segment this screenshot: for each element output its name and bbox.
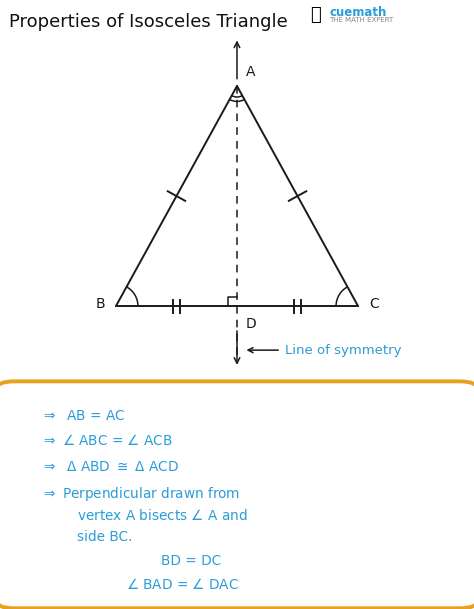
Text: 🚀: 🚀: [310, 6, 320, 24]
Text: $\Rightarrow$  AB = AC: $\Rightarrow$ AB = AC: [41, 409, 125, 423]
Text: THE MATH EXPERT: THE MATH EXPERT: [329, 17, 394, 23]
Text: $\angle$ BAD = $\angle$ DAC: $\angle$ BAD = $\angle$ DAC: [126, 577, 238, 591]
Text: BD = DC: BD = DC: [161, 554, 221, 568]
Text: side BC.: side BC.: [77, 530, 132, 544]
Text: vertex A bisects $\angle$ A and: vertex A bisects $\angle$ A and: [77, 509, 247, 523]
Text: cuemath: cuemath: [329, 6, 387, 19]
Text: Properties of Isosceles Triangle: Properties of Isosceles Triangle: [9, 13, 288, 32]
Text: $\Rightarrow$ Perpendicular drawn from: $\Rightarrow$ Perpendicular drawn from: [41, 485, 240, 503]
Text: B: B: [95, 297, 105, 311]
Text: D: D: [246, 317, 256, 331]
Text: Line of symmetry: Line of symmetry: [285, 343, 402, 357]
Text: C: C: [369, 297, 379, 311]
Text: $\Rightarrow$  $\Delta$ ABD $\cong$ $\Delta$ ACD: $\Rightarrow$ $\Delta$ ABD $\cong$ $\Del…: [41, 460, 179, 474]
Text: $\Rightarrow$ $\angle$ ABC = $\angle$ ACB: $\Rightarrow$ $\angle$ ABC = $\angle$ AC…: [41, 432, 173, 448]
Text: A: A: [246, 65, 255, 79]
FancyBboxPatch shape: [0, 381, 474, 608]
